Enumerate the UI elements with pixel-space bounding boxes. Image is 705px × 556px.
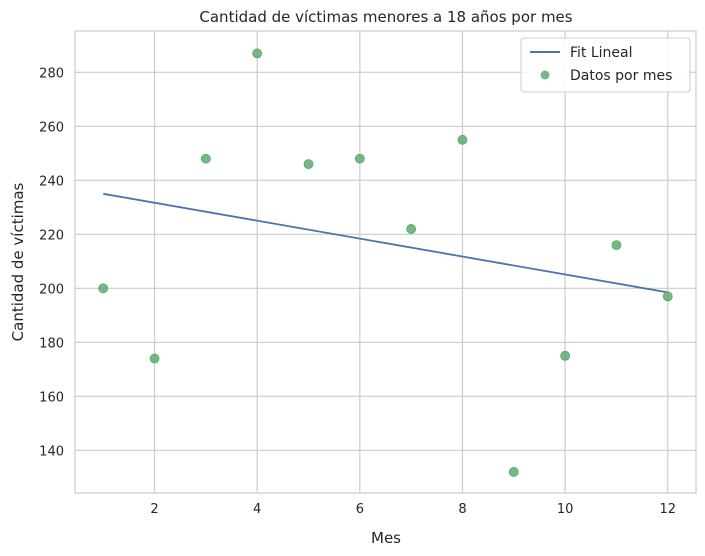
x-tick-label: 4 (253, 502, 261, 517)
y-tick-label: 260 (39, 120, 64, 135)
data-point (457, 134, 468, 145)
data-point (252, 48, 263, 59)
data-point (508, 467, 519, 477)
data-point (611, 240, 622, 251)
plot-frame (74, 30, 697, 494)
x-tick-label: 2 (150, 502, 158, 517)
y-tick-label: 240 (39, 174, 64, 189)
y-tick-label: 280 (39, 66, 64, 81)
x-tick-label: 8 (458, 502, 466, 517)
legend-box (520, 37, 691, 93)
y-tick-labels: 140 160 180 200 220 240 260 280 (39, 66, 64, 459)
legend-label-data: Datos por mes (570, 68, 672, 84)
legend-marker-swatch (540, 70, 550, 80)
grid-lines (75, 31, 696, 493)
y-axis-label: Cantidad de víctimas (9, 182, 27, 341)
y-tick-label: 220 (39, 228, 64, 243)
fit-line (103, 192, 668, 294)
x-tick-labels: 2 4 6 8 10 12 (150, 502, 676, 517)
data-point (354, 153, 365, 164)
data-point (303, 159, 314, 170)
y-tick-label: 180 (39, 336, 64, 351)
legend: Fit Lineal Datos por mes (520, 37, 691, 93)
data-point (406, 224, 417, 234)
y-tick-label: 200 (39, 282, 64, 297)
x-axis-label: Mes (371, 529, 401, 547)
y-tick-label: 160 (39, 390, 64, 405)
y-tick-label: 140 (39, 444, 64, 459)
data-point (560, 350, 571, 361)
x-tick-label: 12 (659, 502, 676, 517)
x-tick-label: 6 (356, 502, 364, 517)
data-point (149, 353, 160, 364)
data-marks (98, 48, 673, 477)
x-tick-label: 10 (557, 502, 574, 517)
data-point (662, 291, 673, 302)
data-point (200, 153, 211, 164)
legend-label-fit: Fit Lineal (570, 45, 633, 61)
chart-title: Cantidad de víctimas menores a 18 años p… (199, 8, 572, 26)
data-point (98, 283, 109, 294)
